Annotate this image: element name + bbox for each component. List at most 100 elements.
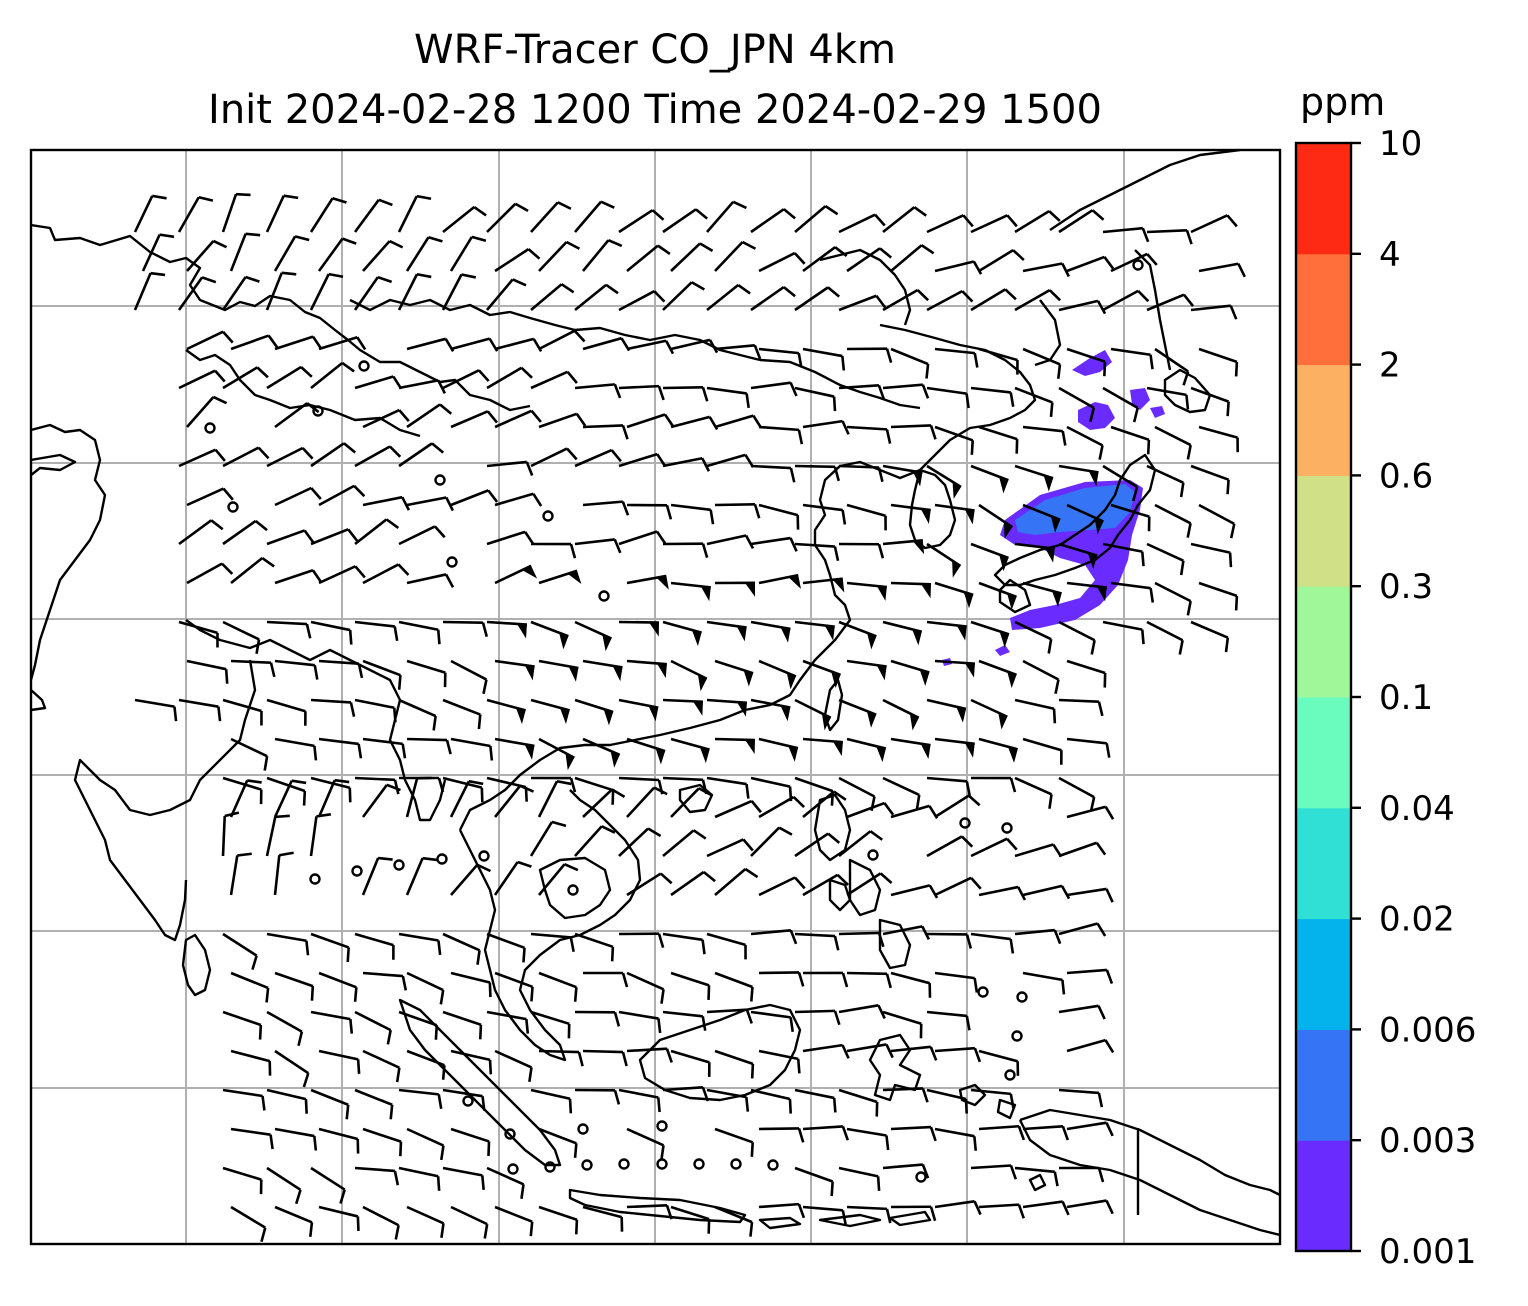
wind-barb-feather (1009, 1093, 1015, 1109)
wind-barb-shaft (882, 620, 923, 634)
wind-barb-feather (833, 466, 840, 482)
wind-barb-shaft (1146, 293, 1185, 312)
wind-barb-feather (827, 832, 841, 844)
chart-title: WRF-Tracer CO_JPN 4km (414, 27, 896, 73)
wind-barb-shaft (802, 1125, 844, 1131)
wind-barb-feather (601, 825, 616, 834)
plume-south (995, 645, 1010, 656)
wind-barb-feather (305, 940, 310, 956)
wind-barb-shaft (934, 425, 974, 442)
wind-barb-feather (389, 1104, 394, 1120)
wind-calm-marker (478, 850, 490, 862)
wind-barb-shaft (186, 487, 225, 507)
wind-barb-shaft (1066, 1199, 1107, 1209)
wind-barb-feather (1234, 595, 1239, 611)
wind-barb-feather (525, 461, 534, 476)
wind-barb-shaft (1190, 386, 1230, 403)
wind-barb-shaft (934, 659, 975, 665)
wind-barb-shaft (1066, 347, 1106, 363)
wind-barb-shaft (662, 281, 693, 311)
wind-barb-shaft (1066, 968, 1107, 975)
wind-barb-shaft (934, 794, 970, 819)
wind-barb-shaft (537, 780, 559, 818)
wind-barb-flag (1050, 516, 1061, 533)
wind-barb-feather (437, 379, 447, 394)
wind-barb-shaft (714, 1049, 754, 1066)
wind-barb-shaft (274, 402, 308, 429)
wind-barb-flag (919, 669, 930, 686)
wind-barb-feather (217, 706, 222, 722)
wind-barb-feather (1096, 300, 1107, 315)
wind-barb-feather (222, 330, 234, 344)
wind-barb-feather (965, 1015, 971, 1031)
colorbar-tick-label: 0.001 (1379, 1232, 1476, 1272)
wind-barb-shaft (970, 464, 1009, 482)
wind-barb-flag (568, 666, 579, 682)
wind-barb-shaft (758, 251, 796, 273)
wind-barb-shaft (890, 804, 930, 819)
wind-barb-shaft (186, 330, 224, 351)
wind-barb-feather (665, 504, 673, 520)
wind-barb-feather (797, 352, 803, 368)
wind-barb-shaft (574, 383, 615, 390)
wind-barb-feather (877, 384, 886, 400)
wind-barb-feather (245, 232, 261, 237)
wind-barb-feather (613, 383, 622, 399)
wind-barb-shaft (846, 971, 888, 976)
wind-barb-flag (1088, 470, 1099, 487)
wind-barb-shaft (406, 1205, 445, 1225)
wind-barb-shaft (353, 276, 379, 311)
wind-barb-shaft (221, 815, 227, 857)
wind-barb-feather (789, 1017, 795, 1032)
wind-barb-feather (607, 238, 623, 248)
wind-barb-shaft (398, 1166, 439, 1178)
wind-barb-shaft (706, 932, 746, 947)
colorbar-tick-label: 0.04 (1379, 789, 1455, 829)
wind-barb-feather (569, 937, 575, 952)
wind-barb-shaft (1058, 841, 1098, 858)
wind-barb-feather (789, 929, 798, 945)
wind-barb-feather (378, 856, 393, 861)
wind-barb-flag (603, 709, 614, 726)
wind-barb-feather (797, 1128, 805, 1143)
wind-barb-shaft (274, 971, 314, 988)
wind-barb-feather (657, 933, 665, 949)
wind-barb-flag (699, 747, 710, 764)
wind-barb-feather (397, 563, 410, 576)
wind-barb-shaft (229, 233, 247, 272)
wind-barb-feather (610, 946, 615, 962)
wind-barb-shaft (882, 383, 923, 390)
wind-barb-shaft (714, 414, 754, 429)
wind-barb-feather (885, 1135, 890, 1151)
wind-barb-shaft (926, 698, 967, 711)
wind-barb-flag (876, 665, 887, 681)
wind-barb-shaft (274, 737, 315, 748)
wind-barb-feather (556, 779, 572, 786)
wind-barb-shaft (530, 1010, 570, 1026)
wind-barb-shaft (354, 698, 395, 710)
wind-barb-shaft (310, 932, 350, 949)
wind-barb-shaft (802, 419, 843, 429)
wind-barb-shaft (794, 1166, 834, 1183)
wind-barb-feather (386, 783, 401, 792)
wind-barb-feather (378, 198, 393, 207)
wind-barb-flag (743, 670, 754, 687)
wind-calm-marker (567, 884, 579, 896)
wind-barb-feather (214, 369, 226, 383)
wind-barb-feather (793, 252, 806, 265)
wind-barb-shaft (1190, 304, 1231, 312)
wind-barb-feather (386, 1029, 392, 1045)
wind-barb-shaft (574, 283, 607, 312)
wind-barb-flag (780, 705, 791, 722)
wind-barb-feather (972, 260, 983, 275)
wind-barb-shaft (530, 932, 571, 939)
wind-barb-shaft (442, 932, 481, 952)
wind-barb-shaft (794, 542, 836, 548)
wind-barb-feather (834, 246, 848, 258)
wind-barb-feather (1186, 600, 1192, 616)
wind-barb-shaft (802, 737, 843, 744)
wind-barb-shaft (177, 196, 200, 233)
wind-barb-shaft (310, 1166, 346, 1191)
wind-barb-feather (302, 1072, 310, 1088)
wind-barb-flag (788, 745, 798, 762)
